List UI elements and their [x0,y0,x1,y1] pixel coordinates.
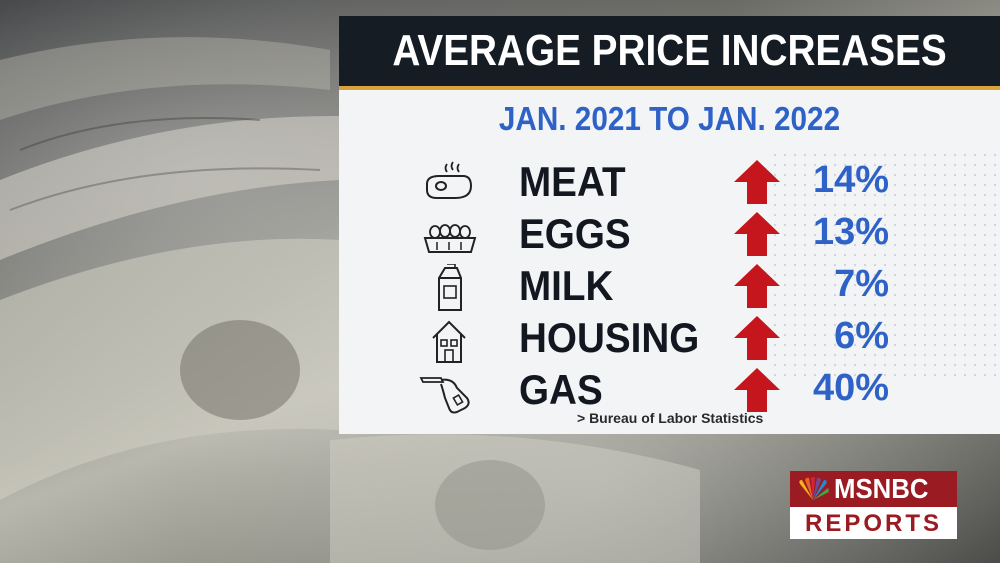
house-icon [432,320,466,363]
item-value: 7% [834,263,889,305]
egg-carton-icon [423,224,477,253]
steak-icon [426,161,473,199]
logo-show-bar: REPORTS [790,507,957,539]
item-label: GAS [519,366,603,413]
up-arrow-icon [734,316,780,360]
panel-header: AVERAGE PRICE INCREASES [339,16,1000,90]
item-value: 40% [812,367,889,409]
list-item-eggs: EGGS 13% [339,210,1000,262]
item-label: HOUSING [519,314,700,361]
logo-brand-text: MSNBC [834,473,929,504]
list-item-housing: HOUSING 6% [339,314,1000,366]
source-citation: > Bureau of Labor Statistics [577,410,764,426]
item-label: MILK [519,262,614,309]
dot-pattern [770,150,1000,380]
up-arrow-icon [734,212,780,256]
milk-carton-icon [438,264,462,311]
list-item-meat: MEAT 14% [339,158,1000,210]
item-label: MEAT [519,158,626,205]
item-value: 14% [812,159,889,201]
panel-body: JAN. 2021 TO JAN. 2022 MEAT 14% [339,90,1000,434]
item-value: 6% [834,315,889,357]
up-arrow-icon [734,160,780,204]
logo-show-text: REPORTS [804,510,942,537]
msnbc-reports-logo: MSNBC REPORTS [790,471,957,539]
up-arrow-icon [734,368,780,412]
list-item-milk: MILK 7% [339,262,1000,314]
panel-title: AVERAGE PRICE INCREASES [392,26,947,75]
peacock-icon [799,477,829,500]
item-value: 13% [812,211,889,253]
price-increase-panel: AVERAGE PRICE INCREASES JAN. 2021 TO JAN… [339,16,1000,434]
logo-brand-bar: MSNBC [790,471,957,507]
gas-pump-nozzle-icon [419,377,470,414]
item-label: EGGS [519,210,631,257]
list-item-gas: GAS 40% [339,366,1000,418]
date-range-subtitle: JAN. 2021 TO JAN. 2022 [498,100,841,137]
up-arrow-icon [734,264,780,308]
